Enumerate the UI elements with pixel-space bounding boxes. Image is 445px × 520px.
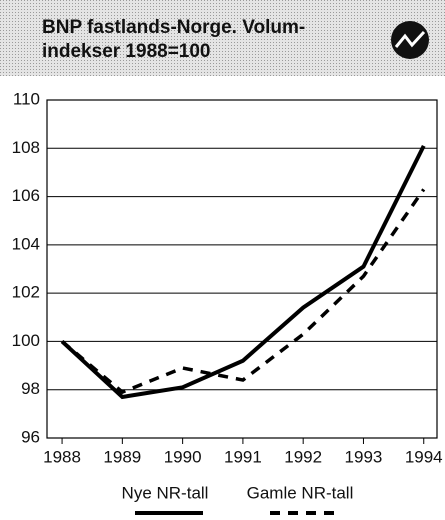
x-tick-label: 1988 [43, 447, 81, 466]
y-tick-label: 110 [13, 89, 40, 108]
x-tick-label: 1990 [164, 447, 202, 466]
data-line [60, 144, 426, 400]
data-line [60, 188, 426, 395]
chart-title: indekser 1988=100 [42, 41, 211, 62]
y-tick-label: 106 [12, 186, 40, 205]
y-tick-label: 98 [21, 379, 40, 398]
y-tick-label: 102 [12, 283, 40, 302]
header-band [0, 0, 445, 76]
x-tick-label: 1994 [405, 447, 443, 466]
y-tick-label: 100 [12, 331, 40, 350]
x-tick-label: 1993 [345, 447, 383, 466]
legend-label: Gamle NR-tall [247, 483, 354, 502]
chart-title: BNP fastlands-Norge. Volum- [42, 17, 305, 38]
plot-frame [46, 99, 438, 439]
y-tick-label: 96 [21, 427, 40, 446]
x-tick-label: 1989 [103, 447, 141, 466]
legend-label: Nye NR-tall [122, 483, 209, 502]
y-tick-label: 104 [12, 234, 40, 253]
x-tick-label: 1992 [284, 447, 322, 466]
x-tick-label: 1991 [224, 447, 262, 466]
icon [391, 21, 429, 59]
y-tick-label: 108 [12, 138, 40, 157]
